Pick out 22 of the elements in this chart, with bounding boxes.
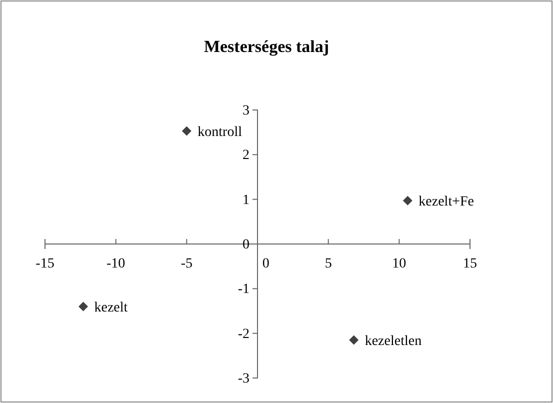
point [182,126,192,136]
x-tick-label: 5 [324,256,332,272]
y-tick-label: 3 [242,103,250,118]
y-tick-label: 2 [242,148,250,164]
point [78,302,88,312]
y-tick-label: 1 [242,192,250,208]
x-tick-label: 10 [392,256,406,272]
annotation: kontroll [198,124,242,140]
x-tick-label: 15 [463,256,477,272]
y-tick-label: -2 [238,326,250,342]
annotation: kezelt [94,300,128,316]
chart-title: Mesterséges talaj [204,37,330,56]
y-tick-label: -3 [238,371,250,386]
x-tick-label: -10 [106,256,126,272]
point [402,196,412,206]
annotation: kezelt+Fe [418,194,474,210]
x-tick-label: -5 [180,256,193,272]
x-tick-label: -15 [36,256,54,272]
annotation: kezeletlen [364,334,422,350]
x-tick-label: 0 [262,256,270,272]
y-tick-label: -1 [238,282,250,298]
point [349,335,359,345]
